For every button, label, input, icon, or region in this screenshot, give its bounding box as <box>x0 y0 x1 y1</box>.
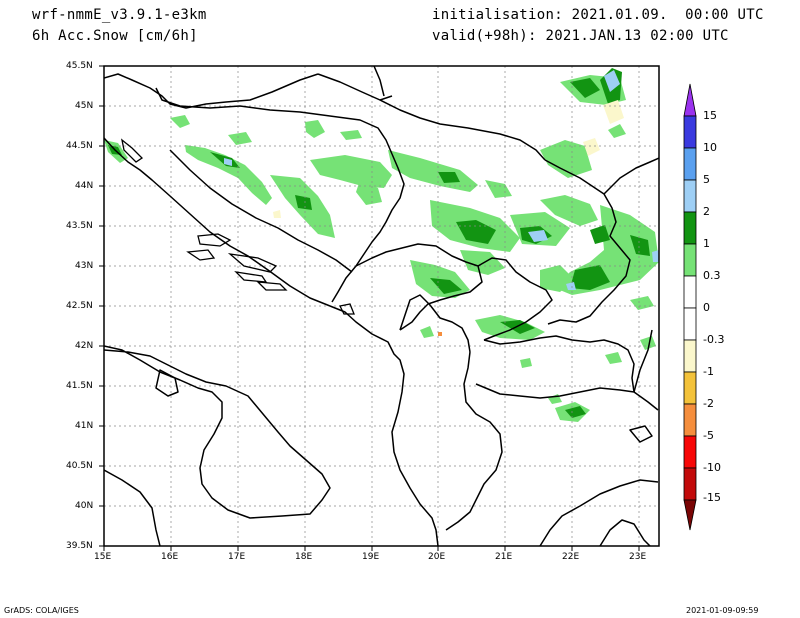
bosnia-east-border <box>331 153 405 303</box>
lon-tick-label: 18E <box>295 552 313 562</box>
colorbar-label: 0 <box>703 301 710 314</box>
lon-tick-label: 19E <box>362 552 380 562</box>
colorbar-segment-2 <box>683 179 697 213</box>
colorbar-segment-1 <box>683 147 697 181</box>
croatia-hungary-border <box>317 73 393 101</box>
bulgaria-greece-border <box>633 329 653 393</box>
colorbar-segment-0 <box>683 115 697 149</box>
slovenia-croatia-border <box>104 73 319 109</box>
colorbar-segment-6 <box>683 307 697 341</box>
macedonia-border <box>483 335 635 393</box>
colorbar-segment-9 <box>683 403 697 437</box>
bosnia-north-border <box>155 87 393 155</box>
colorbar-label: -1 <box>703 365 714 378</box>
gargano <box>155 369 179 397</box>
colorbar-label: -2 <box>703 397 714 410</box>
footer-credit: GrADS: COLA/IGES <box>4 606 79 615</box>
lat-tick-label: 42N <box>75 341 94 351</box>
valid-time: valid(+98h): 2021.JAN.13 02:00 UTC <box>432 28 729 44</box>
bulgaria-border-ne <box>603 157 659 195</box>
lat-tick-label: 41.5N <box>66 381 93 391</box>
serbia-bulgaria-border <box>547 193 631 325</box>
colorbar-label: 10 <box>703 141 717 154</box>
thasos <box>629 425 653 443</box>
serbia-romania-border <box>544 159 605 195</box>
danube <box>379 99 546 161</box>
colorbar-label: 2 <box>703 205 710 218</box>
coastlines-borders <box>104 66 659 546</box>
italy-coast <box>104 345 331 519</box>
adriatic-east-coast <box>104 137 439 546</box>
colorbar-segment-10 <box>683 435 697 469</box>
colorbar-label: -0.3 <box>703 333 725 346</box>
colorbar-label: -10 <box>703 461 721 474</box>
islands <box>121 138 355 315</box>
colorbar-label: -15 <box>703 491 721 504</box>
lat-tick-label: 40.5N <box>66 461 93 471</box>
lat-tick-label: 43N <box>75 261 94 271</box>
lat-tick-label: 42.5N <box>66 301 93 311</box>
colorbar-segment-5 <box>683 275 697 309</box>
albania-north-border <box>399 294 471 353</box>
greek-coast-2 <box>599 519 651 546</box>
colorbar-label: 5 <box>703 173 710 186</box>
lat-tick-label: 40N <box>75 501 94 511</box>
lon-tick-label: 22E <box>562 552 580 562</box>
field-title: 6h Acc.Snow [cm/6h] <box>32 28 198 44</box>
gridlines <box>104 66 659 546</box>
footer-timestamp: 2021-01-09-09:59 <box>686 606 759 615</box>
colorbar-segment-3 <box>683 211 697 245</box>
lon-tick-label: 21E <box>495 552 513 562</box>
lat-tick-label: 44.5N <box>66 141 93 151</box>
colorbar-segment-7 <box>683 339 697 373</box>
lat-tick-label: 43.5N <box>66 221 93 231</box>
model-title: wrf-nmmE_v3.9.1-e3km <box>32 7 207 23</box>
lon-tick-label: 23E <box>629 552 647 562</box>
lon-tick-label: 17E <box>228 552 246 562</box>
lon-tick-label: 15E <box>94 552 112 562</box>
kosovo-border <box>477 257 553 341</box>
snow-field <box>104 68 659 422</box>
colorbar <box>683 83 697 531</box>
hungary-line <box>373 66 385 97</box>
lat-tick-label: 44N <box>75 181 94 191</box>
albania-east-border <box>445 351 503 531</box>
colorbar-label: -5 <box>703 429 714 442</box>
init-time: initialisation: 2021.01.09. 00:00 UTC <box>432 7 764 23</box>
sicily-edge <box>104 469 161 546</box>
lat-tick-label: 39.5N <box>66 541 93 551</box>
bosnia-west-border <box>169 149 353 273</box>
lat-tick-label: 41N <box>75 421 94 431</box>
greek-coast <box>539 479 659 546</box>
lat-tick-label: 45.5N <box>66 61 93 71</box>
macedonia-greece-border <box>475 383 659 411</box>
colorbar-top-arrow <box>683 83 697 117</box>
colorbar-label: 15 <box>703 109 717 122</box>
colorbar-bottom-arrow <box>683 499 697 531</box>
colorbar-segment-11 <box>683 467 697 501</box>
colorbar-segment-8 <box>683 371 697 405</box>
colorbar-label: 0.3 <box>703 269 721 282</box>
colorbar-segment-4 <box>683 243 697 277</box>
lat-tick-label: 45N <box>75 101 94 111</box>
lon-tick-label: 20E <box>428 552 446 562</box>
colorbar-label: 1 <box>703 237 710 250</box>
lon-tick-label: 16E <box>161 552 179 562</box>
tick-marks <box>99 65 640 551</box>
